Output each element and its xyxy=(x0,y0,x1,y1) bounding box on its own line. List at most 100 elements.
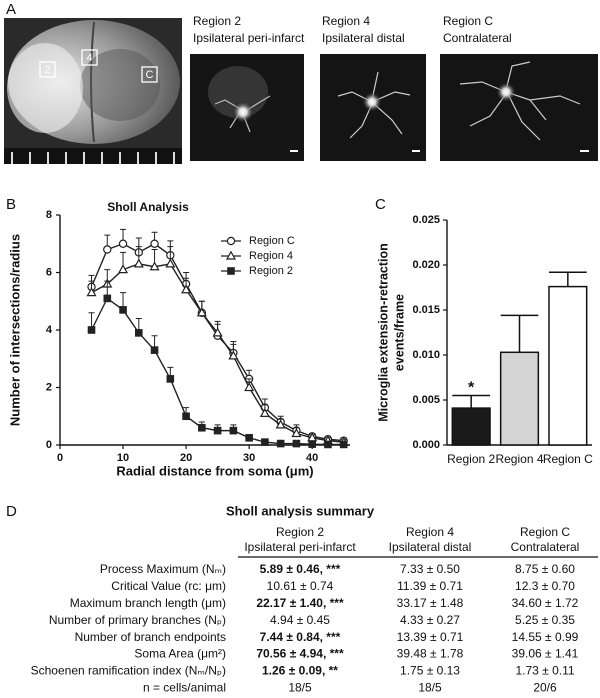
marker xyxy=(150,239,159,248)
marker xyxy=(228,350,239,360)
x-tick-label: Region C xyxy=(543,452,593,466)
column-header: Region 4 xyxy=(406,525,454,539)
series-line xyxy=(91,263,344,443)
marker xyxy=(259,407,270,417)
table-cell: 1.26 ± 0.09, ** xyxy=(262,664,338,678)
marker xyxy=(166,375,175,383)
table-cell: 10.61 ± 0.74 xyxy=(267,579,334,593)
marker xyxy=(308,440,316,448)
row-label: Critical Value (rc: μm) xyxy=(111,579,226,593)
marker xyxy=(87,326,96,334)
micrograph: Region 4 Ipsilateral distal xyxy=(320,14,426,161)
marker xyxy=(244,382,255,392)
marker xyxy=(182,412,190,421)
region-label: C xyxy=(146,69,154,81)
row-label: Process Maximum (Nₘ) xyxy=(100,562,226,576)
y-tick-label: 2 xyxy=(46,381,52,393)
legend-label: Region 2 xyxy=(249,265,293,277)
series-line xyxy=(90,242,344,442)
marker xyxy=(103,294,112,303)
marker xyxy=(198,423,206,432)
micrograph: Region 2 Ipsilateral peri-infarct xyxy=(190,14,305,161)
column-header: Ipsilateral peri-infarct xyxy=(244,540,356,554)
table-title: Sholl analysis summary xyxy=(226,503,375,518)
table-cell: 7.44 ± 0.84, *** xyxy=(260,630,341,644)
table-cell: 4.33 ± 0.27 xyxy=(400,613,460,627)
marker xyxy=(229,426,238,435)
table-cell: 8.75 ± 0.60 xyxy=(515,562,575,576)
y-axis-label: Number of intersections/radius xyxy=(7,234,22,426)
marker xyxy=(149,261,160,271)
marker xyxy=(275,419,286,429)
marker xyxy=(225,250,237,260)
panel-letter: B xyxy=(6,196,16,213)
x-tick-label: Region 4 xyxy=(495,452,543,466)
y-tick-label: 0.005 xyxy=(412,394,440,406)
y-tick-label: 0 xyxy=(46,439,52,451)
table-cell: 22.17 ± 1.40, *** xyxy=(256,596,344,610)
marker xyxy=(227,267,235,275)
panel-letter: D xyxy=(6,503,17,520)
column-header: Ipsilateral distal xyxy=(389,540,472,554)
table-cell: 7.33 ± 0.50 xyxy=(400,562,460,576)
marker xyxy=(196,307,207,317)
marker xyxy=(118,264,129,274)
series-line xyxy=(90,297,344,446)
row-label: Schoenen ramification index (Nₘ/Nₚ) xyxy=(31,664,226,678)
marker xyxy=(103,245,112,254)
marker xyxy=(324,440,332,449)
marker xyxy=(339,440,348,449)
table-cell: 1.75 ± 0.13 xyxy=(400,664,460,678)
y-tick-label: 6 xyxy=(46,266,52,278)
table-cell: 33.17 ± 1.48 xyxy=(397,596,464,610)
x-tick-label: 10 xyxy=(117,452,129,464)
marker xyxy=(292,439,301,448)
bar xyxy=(451,407,491,446)
x-tick-label: 30 xyxy=(243,452,255,464)
panel-letter: A xyxy=(6,1,16,18)
bar xyxy=(548,285,588,446)
image-subtitle: Contralateral xyxy=(443,31,512,45)
brain-image: 2 4 C xyxy=(4,18,182,164)
image-subtitle: Ipsilateral peri-infarct xyxy=(193,31,305,45)
x-tick-label: 0 xyxy=(57,452,63,464)
marker xyxy=(135,329,143,337)
marker xyxy=(150,346,159,354)
y-tick-label: 0.025 xyxy=(412,214,440,226)
y-tick-label: 0.015 xyxy=(412,304,440,316)
marker xyxy=(133,258,144,268)
x-tick-label: Region 2 xyxy=(447,452,495,466)
table-cell: 39.06 ± 1.41 xyxy=(512,647,579,661)
image-subtitle: Ipsilateral distal xyxy=(322,31,405,45)
column-header: Contralateral xyxy=(511,540,580,554)
table-cell: 34.60 ± 1.72 xyxy=(512,596,579,610)
row-label: Soma Area (μm²) xyxy=(134,647,226,661)
y-axis-label: Microglia extension-retraction xyxy=(376,243,390,422)
y-tick-label: 0.020 xyxy=(412,259,440,271)
panel-letter: C xyxy=(375,196,386,213)
table-cell: 12.3 ± 0.70 xyxy=(515,579,575,593)
table-cell: 13.39 ± 0.71 xyxy=(397,630,464,644)
table-cell: 5.25 ± 0.35 xyxy=(515,613,575,627)
row-label: Number of branch endpoints xyxy=(75,630,226,644)
chart-title: Sholl Analysis xyxy=(107,200,189,214)
legend-label: Region C xyxy=(249,235,295,247)
region-label: 4 xyxy=(86,52,92,64)
image-title: Region 4 xyxy=(322,14,370,28)
y-tick-label: 4 xyxy=(46,324,53,336)
table-cell: 14.55 ± 0.99 xyxy=(512,630,579,644)
marker xyxy=(181,284,192,294)
marker xyxy=(226,236,236,246)
row-label: Number of primary branches (Nₚ) xyxy=(49,613,226,627)
row-label: n = cells/animal xyxy=(143,680,226,694)
marker xyxy=(245,434,253,442)
marker xyxy=(165,258,176,268)
row-label: Maximum branch length (μm) xyxy=(70,596,226,610)
table-cell: 4.94 ± 0.45 xyxy=(270,613,330,627)
column-header: Region 2 xyxy=(276,525,324,539)
table-cell: 20/6 xyxy=(533,680,557,694)
y-tick-label: 0.000 xyxy=(412,439,440,451)
marker xyxy=(86,287,97,297)
marker xyxy=(291,428,302,438)
y-tick-label: 0.010 xyxy=(412,349,440,361)
